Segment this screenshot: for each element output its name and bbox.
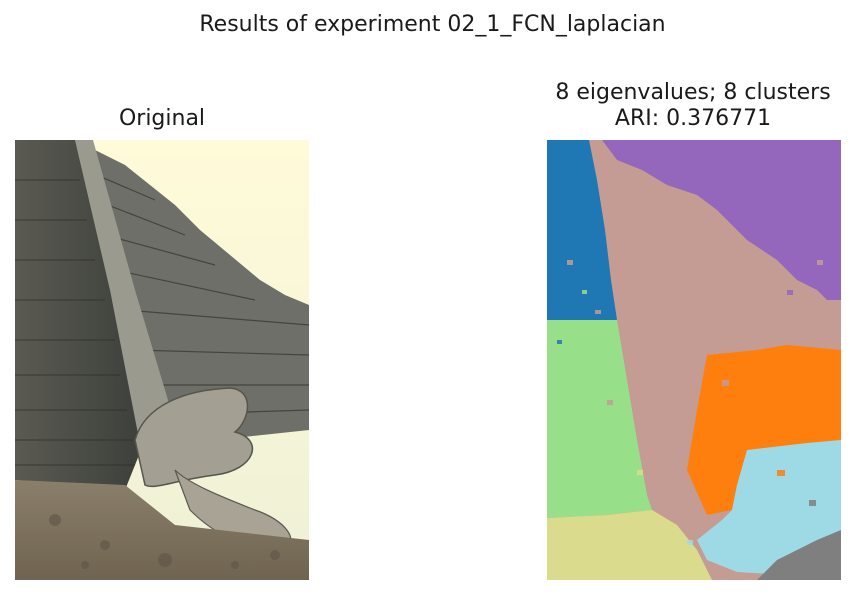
segmentation-image <box>547 140 841 580</box>
original-panel-title: Original <box>118 106 206 131</box>
cluster-orange <box>687 345 841 515</box>
segmentation-panel-title: 8 eigenvalues; 8 clusters ARI: 0.376771 <box>530 80 856 132</box>
pyramid-photo <box>15 140 309 580</box>
cluster-green <box>547 320 652 518</box>
cluster-map <box>547 140 841 580</box>
figure-title: Results of experiment 02_1_FCN_laplacian <box>199 12 666 37</box>
cluster-purple <box>602 140 841 300</box>
cluster-blue <box>547 140 617 320</box>
segmentation-title-line2: ARI: 0.376771 <box>614 106 772 131</box>
cluster-light-blue <box>697 440 841 575</box>
cluster-gray <box>757 530 841 580</box>
cluster-olive <box>547 510 712 580</box>
original-image <box>15 140 309 580</box>
segmentation-title-line1: 8 eigenvalues; 8 clusters <box>555 80 831 105</box>
